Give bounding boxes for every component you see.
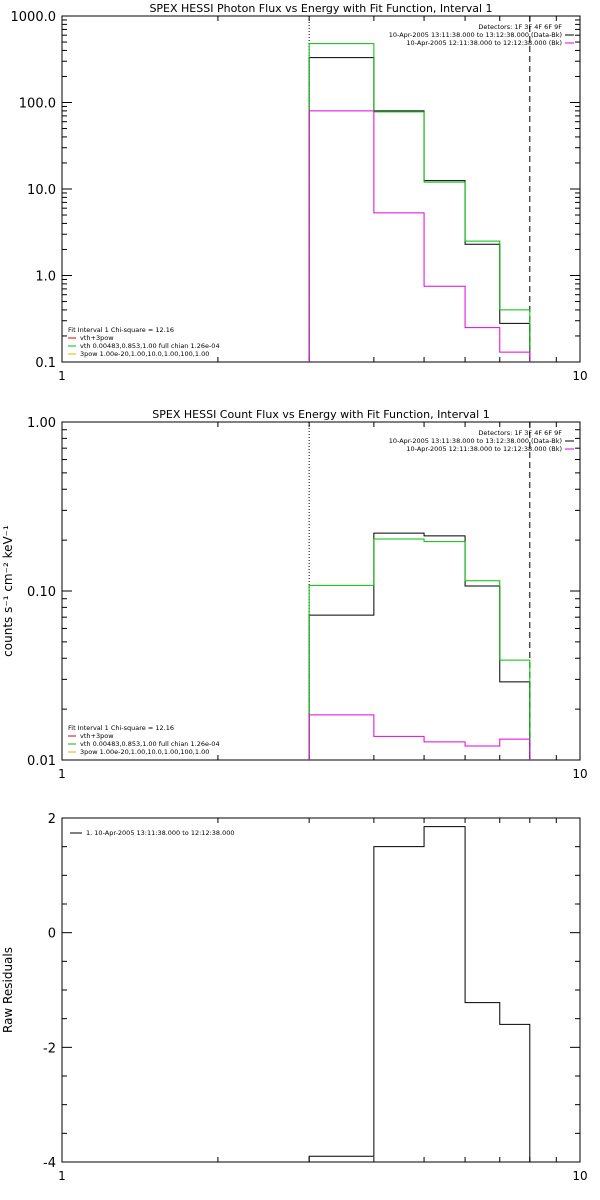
y-tick-label: -2 [43,1041,56,1056]
legend-header: Fit Interval 1 Chi-square = 12.16 [68,724,174,732]
y-tick-label: 0.1 [35,356,56,371]
plot-frame [61,817,581,1163]
series-1-line [308,826,531,1162]
y-axis-label: Raw Residuals [1,947,15,1033]
legend-bottom: Fit Interval 1 Chi-square = 12.16vth+3po… [68,326,220,358]
y-tick-label: 1.00 [27,416,56,431]
y-tick-label: 0 [48,927,56,942]
legend-entry: 10-Apr-2005 13:11:38.000 to 13:12:38.000… [389,437,562,445]
legend-entry: 3pow 1.00e-20,1.00,10.0,1.00,100,1.00 [80,748,209,756]
series-2-line [308,43,531,362]
panel-3: 1 10 -4 -2 0 2 Raw Residuals 1. 10-Apr-2005 13:… [1,812,588,1183]
legend-entry: 1. 10-Apr-2005 13:11:38.000 to 12:12:38.… [86,829,235,837]
y-tick-label: -4 [43,1156,56,1171]
chart-title: SPEX HESSI Photon Flux vs Energy with Fi… [149,2,492,15]
legend-entry: 10-Apr-2005 12:11:38.000 to 12:12:38.000… [406,39,562,47]
panel-1: SPEX HESSI Photon Flux vs Energy with Fi… [11,2,588,383]
y-tick-label: 1.0 [35,270,56,285]
legend-bottom: Fit Interval 1 Chi-square = 12.16vth+3po… [68,724,220,756]
panel-2: SPEX HESSI Count Flux vs Energy with Fit… [1,408,588,781]
y-axis-label: counts s⁻¹ cm⁻² keV⁻¹ [1,525,15,657]
x-tick-label: 10 [572,767,587,781]
legend-header: Detectors: 1F 3F 4F 6F 9F [478,429,562,437]
y-tick-label: 0.01 [27,754,56,769]
x-tick-label: 1 [58,767,66,781]
legend-top: 1. 10-Apr-2005 13:11:38.000 to 12:12:38.… [70,829,235,837]
legend-entry: vth 0.00483,0.853,1.00 full chian 1.26e-… [80,342,220,350]
series-1-line [308,532,531,760]
series-3-line [308,110,531,362]
x-tick-label: 10 [572,1169,587,1183]
y-tick-label: 10.0 [27,183,56,198]
plot-frame [61,421,581,761]
y-tick-label: 100.0 [19,97,56,112]
x-tick-label: 10 [572,369,587,383]
legend-header: Detectors: 1F 3F 4F 6F 9F [478,23,562,31]
legend-entry: vth+3pow [80,334,114,342]
chart-title: SPEX HESSI Count Flux vs Energy with Fit… [152,408,489,421]
legend-entry: vth+3pow [80,732,114,740]
series-2-line [308,538,531,760]
series-3-line [308,714,531,760]
legend-entry: vth 0.00483,0.853,1.00 full chian 1.26e-… [80,740,220,748]
y-tick-label: 1000.0 [11,10,57,25]
legend-entry: 10-Apr-2005 13:11:38.000 to 13:12:38.000… [389,31,562,39]
x-tick-label: 1 [58,1169,66,1183]
legend-entry: 10-Apr-2005 12:11:38.000 to 12:12:38.000… [406,445,562,453]
legend-header: Fit Interval 1 Chi-square = 12.16 [68,326,174,334]
y-tick-label: 0.10 [27,585,56,600]
y-tick-label: 2 [48,812,56,827]
legend-entry: 3pow 1.00e-20,1.00,10.0,1.00,100,1.00 [80,350,209,358]
series-1-line [308,57,531,362]
x-tick-label: 1 [58,369,66,383]
